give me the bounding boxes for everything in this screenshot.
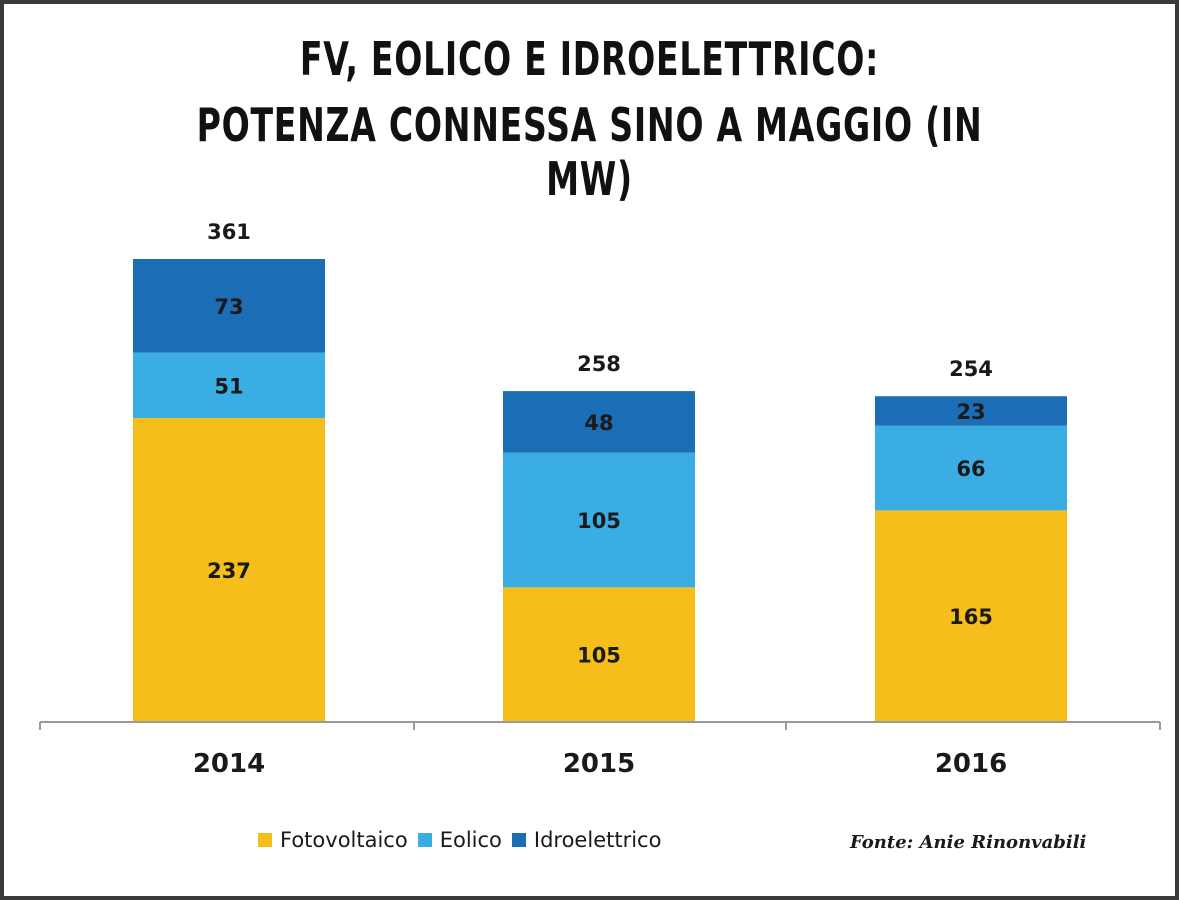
bar-segment-idroelettrico-2016 (875, 396, 1067, 426)
bar-segment-eolico-2015 (503, 452, 695, 588)
legend-label-idroelettrico: Idroelettrico (533, 828, 662, 852)
data-label-fotovoltaico-2015: 105 (577, 644, 621, 668)
legend-swatch-fotovoltaico (258, 833, 272, 847)
data-label-idroelettrico-2015: 48 (584, 411, 613, 435)
total-label-2016: 254 (949, 357, 993, 381)
source-note: Fonte: Anie Rinonvabili (850, 832, 1087, 853)
legend-label-fotovoltaico: Fotovoltaico (280, 828, 408, 852)
legend-swatch-idroelettrico (511, 833, 526, 847)
data-label-eolico-2015: 105 (577, 509, 621, 533)
total-label-2015: 258 (577, 352, 621, 376)
legend-item-eolico: Eolico (417, 828, 502, 852)
x-tick-label-2016: 2016 (935, 749, 1007, 779)
legend: Fotovoltaico Eolico Idroelettrico (258, 828, 671, 852)
bar-segment-eolico-2014 (133, 352, 325, 419)
legend-label-eolico: Eolico (439, 828, 502, 852)
legend-item-idroelettrico: Idroelettrico (511, 828, 662, 852)
total-label-2014: 361 (207, 220, 251, 244)
data-label-fotovoltaico-2016: 165 (949, 605, 993, 629)
data-label-idroelettrico-2016: 23 (956, 400, 985, 424)
bar-segment-fotovoltaico-2016 (875, 510, 1067, 722)
data-label-idroelettrico-2014: 73 (214, 295, 243, 319)
bar-segment-fotovoltaico-2014 (133, 418, 325, 722)
data-label-eolico-2014: 51 (214, 374, 243, 398)
x-tick-label-2014: 2014 (193, 749, 265, 779)
bar-segment-eolico-2016 (875, 425, 1067, 511)
data-label-fotovoltaico-2014: 237 (207, 559, 251, 583)
chart-title: FV, EOLICO E IDROELETTRICO: (299, 32, 880, 86)
bar-segment-idroelettrico-2014 (133, 259, 325, 353)
legend-swatch-eolico (417, 833, 432, 847)
x-tick-label-2015: 2015 (563, 749, 635, 779)
legend-item-fotovoltaico: Fotovoltaico (258, 828, 408, 852)
bar-segment-idroelettrico-2015 (503, 391, 695, 453)
chart-subtitle: POTENZA CONNESSA SINO A MAGGIO (IN MW) (196, 98, 983, 206)
bar-segment-fotovoltaico-2015 (503, 587, 695, 722)
data-label-eolico-2016: 66 (956, 457, 985, 481)
